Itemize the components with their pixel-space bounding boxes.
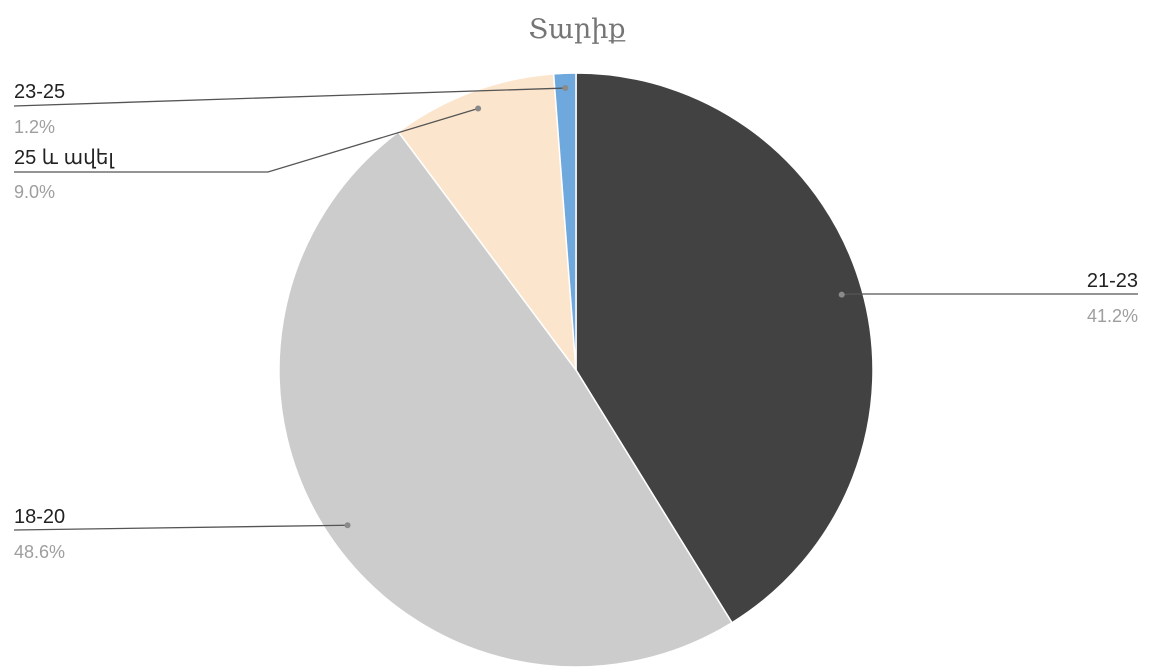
labels-layer: 21-23 41.2% 18-20 48.6% 25 և ավել 9.0% 23-25 1.… xyxy=(13,81,1138,562)
slice-percent-2: 9.0% xyxy=(14,182,55,202)
pie-slice-9-0-2 xyxy=(397,73,577,373)
leader-line-2 xyxy=(14,107,479,173)
slice-label-3: 23-25 xyxy=(14,81,65,103)
leader-line-3 xyxy=(13,87,566,107)
slice-percent-1: 48.6% xyxy=(14,542,65,562)
leader-dot-1 xyxy=(344,522,351,529)
slice-label-0: 21-23 xyxy=(1087,270,1138,292)
slice-label-1: 18-20 xyxy=(14,506,65,528)
chart-title: Տարիք xyxy=(528,14,625,45)
leader-line-1 xyxy=(13,524,348,531)
leader-dot-0 xyxy=(838,291,845,298)
leader-dot-2 xyxy=(475,105,482,112)
leader-dot-3 xyxy=(562,85,569,92)
slice-percent-0: 41.2% xyxy=(1087,306,1138,326)
slice-percent-3: 1.2% xyxy=(14,117,55,137)
slices-layer xyxy=(278,72,874,668)
leader-line-0 xyxy=(841,293,1138,296)
pie-slice-41-2-0 xyxy=(575,72,874,624)
slice-label-2: 25 և ավել xyxy=(14,147,115,169)
pie-slice-1-2-3 xyxy=(552,72,577,371)
pie-slice-48-6-1 xyxy=(278,130,734,668)
